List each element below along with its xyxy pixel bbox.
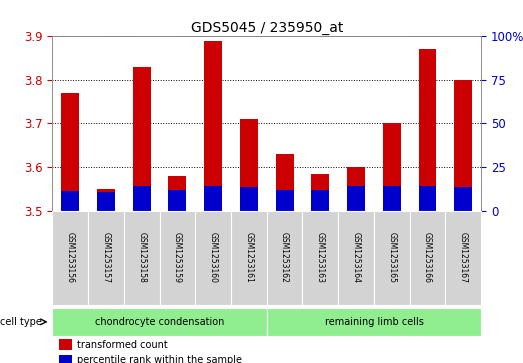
Bar (97, 189, 115, 211)
Bar (276, 154, 293, 211)
Bar (240, 119, 258, 211)
Bar (410, 211, 446, 305)
Bar (446, 211, 481, 305)
Bar (60, 339, 72, 350)
Text: GSM1253166: GSM1253166 (423, 232, 432, 283)
Bar (338, 211, 374, 305)
Text: GSM1253161: GSM1253161 (244, 232, 253, 283)
Bar (383, 123, 401, 211)
Bar (418, 186, 437, 211)
Bar (204, 186, 222, 211)
Text: chondrocyte condensation: chondrocyte condensation (95, 317, 224, 327)
Text: GSM1253159: GSM1253159 (173, 232, 182, 283)
Text: GSM1253160: GSM1253160 (209, 232, 218, 283)
Bar (160, 211, 195, 305)
Bar (311, 174, 329, 211)
Text: cell type: cell type (0, 317, 42, 327)
Bar (61, 191, 79, 211)
Bar (168, 176, 186, 211)
Bar (88, 211, 124, 305)
Bar (454, 80, 472, 211)
Bar (60, 355, 72, 363)
Bar (454, 187, 472, 211)
Text: GSM1253165: GSM1253165 (388, 232, 396, 283)
Text: GSM1253158: GSM1253158 (137, 232, 146, 283)
Bar (383, 186, 401, 211)
Bar (124, 211, 160, 305)
Bar (347, 167, 365, 211)
Bar (133, 67, 151, 211)
Text: transformed count: transformed count (77, 340, 168, 350)
Bar (204, 41, 222, 211)
Text: GSM1253157: GSM1253157 (101, 232, 110, 283)
Bar (374, 211, 410, 305)
Bar (240, 187, 258, 211)
Text: GSM1253167: GSM1253167 (459, 232, 468, 283)
Text: GSM1253163: GSM1253163 (316, 232, 325, 283)
Text: GSM1253162: GSM1253162 (280, 232, 289, 283)
Bar (347, 186, 365, 211)
Bar (231, 211, 267, 305)
Text: remaining limb cells: remaining limb cells (324, 317, 424, 327)
Bar (61, 93, 79, 211)
Bar (97, 192, 115, 211)
Bar (267, 211, 302, 305)
Bar (133, 186, 151, 211)
Title: GDS5045 / 235950_at: GDS5045 / 235950_at (190, 21, 343, 35)
Text: percentile rank within the sample: percentile rank within the sample (77, 355, 242, 363)
Bar (267, 308, 481, 335)
Text: GSM1253164: GSM1253164 (351, 232, 360, 283)
Bar (302, 211, 338, 305)
Bar (418, 49, 437, 211)
Bar (311, 189, 329, 211)
Bar (52, 308, 267, 335)
Bar (52, 211, 88, 305)
Bar (168, 189, 186, 211)
Bar (195, 211, 231, 305)
Text: GSM1253156: GSM1253156 (66, 232, 75, 283)
Bar (276, 189, 293, 211)
